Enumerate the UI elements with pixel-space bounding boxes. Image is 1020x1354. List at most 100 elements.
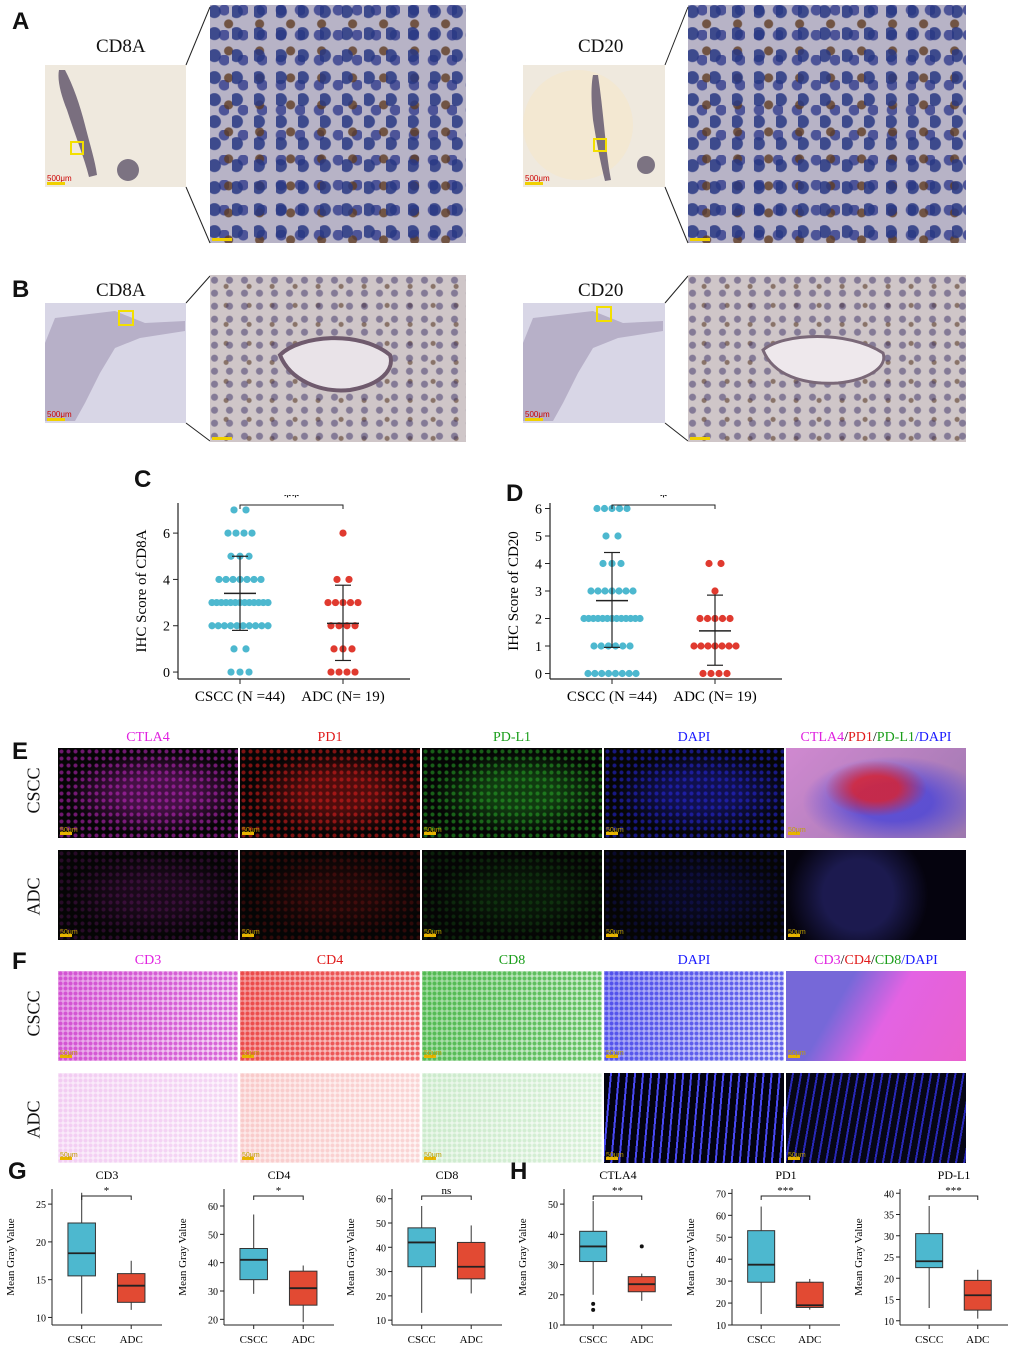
data-point [248, 529, 256, 537]
data-point [208, 622, 216, 630]
y-tick-label: 2 [163, 620, 170, 635]
data-point [623, 504, 631, 513]
data-point [215, 575, 223, 584]
x-tick-label: CSCC [240, 1334, 268, 1346]
if-image: 50μm [58, 1073, 238, 1163]
significance-label: * [660, 495, 668, 506]
if-image: 50μm [604, 1073, 784, 1163]
y-tick-label: 15 [36, 1276, 46, 1287]
data-point [242, 645, 250, 653]
outlier-point [639, 1244, 644, 1249]
if-image: 50μm [786, 971, 966, 1061]
panel-c-letter: C [134, 466, 152, 493]
data-point [232, 529, 240, 537]
scale-label: 50μm [242, 827, 260, 834]
panel-a-letter: A [12, 8, 30, 35]
panel-b-right-zoom [688, 275, 966, 442]
panel-a-left-overview: 500μm [45, 65, 186, 187]
data-point [240, 529, 248, 537]
data-point [615, 504, 624, 513]
data-point [718, 642, 726, 650]
y-tick-label: 20 [884, 1274, 894, 1285]
if-image: 50μm [786, 1073, 966, 1163]
chart-c: 0 2 4 6 IHC Score of CD8A CSCC (N =44) ADC (N=… [134, 495, 410, 705]
box-chart-cd4: CD4 20 30 40 50 60 Mean Gray Value CSCC ADC * [177, 1168, 334, 1346]
significance-bracket [421, 1195, 472, 1200]
y-tick-label: 20 [208, 1315, 218, 1326]
panel-b-right-tissue [523, 311, 663, 421]
data-point [707, 669, 715, 678]
x-tick-label: ADC [460, 1334, 483, 1346]
scale-bar [424, 832, 436, 835]
scale-bar [788, 832, 800, 835]
data-point [593, 504, 601, 513]
y-tick-label: 4 [163, 573, 170, 588]
data-point [614, 532, 622, 540]
data-point [591, 669, 599, 678]
data-point [725, 642, 733, 650]
scale-bar [60, 832, 72, 835]
x-tick-label: CSCC [747, 1334, 775, 1346]
y-tick-label: 20 [548, 1291, 558, 1302]
box-chart-ctla4: CTLA4 10 20 30 40 50 Mean Gray Value CSCC ADC ** [517, 1168, 672, 1346]
data-point [632, 669, 640, 678]
if-image: 50μm [786, 748, 966, 838]
panel-b-left-zoom [210, 275, 466, 442]
x-tick-label: ADC [966, 1334, 989, 1346]
data-point [618, 669, 626, 678]
y-tick-label: 4 [535, 558, 542, 573]
y-tick-label: 50 [208, 1230, 218, 1241]
data-point [636, 614, 644, 623]
merge-label-part: / [872, 730, 877, 745]
data-point [697, 642, 705, 650]
data-point [602, 532, 610, 540]
significance-label: * [104, 1185, 110, 1197]
row-label: CSCC [23, 767, 44, 814]
vessel [761, 335, 886, 385]
y-axis-label: Mean Gray Value [177, 1218, 189, 1295]
data-point [617, 559, 625, 568]
panel-a-left-zoom [210, 5, 466, 243]
significance-bracket [239, 504, 344, 509]
data-point [233, 622, 241, 630]
scale-label: 50μm [606, 1050, 624, 1057]
scale-label: 500μm [47, 410, 72, 419]
panel-a-right-tissue [523, 70, 655, 181]
roi-box [118, 310, 134, 326]
data-point [732, 642, 740, 650]
scale-label: 50μm [788, 1152, 806, 1159]
significance-label: ** [612, 1185, 623, 1197]
y-tick-label: 10 [36, 1313, 46, 1324]
significance-bracket [81, 1195, 132, 1200]
scale-bar [690, 238, 710, 241]
panel-b-left-overview: 500μm [45, 303, 186, 423]
merge-label-part: / [844, 730, 848, 745]
y-tick-label: 2 [535, 613, 542, 628]
merge-label-part: /DAPI [914, 730, 952, 745]
panel-a-right-zoom [688, 5, 966, 243]
chart-title: CD4 [268, 1168, 291, 1182]
y-tick-label: 10 [376, 1316, 386, 1327]
merge-label-part: PD-L1 [876, 730, 915, 745]
y-axis-label: IHC Score of CD20 [506, 531, 522, 651]
scale-label: 50μm [424, 929, 442, 936]
box-chart-cd8: CD8 10 20 30 40 50 60 Mean Gray Value CSCC ADC ns [345, 1168, 502, 1346]
box [747, 1230, 776, 1283]
chart-d: 0 1 2 3 4 5 6 IHC Score of CD20 CSCC (N =44) ADC … [506, 495, 782, 705]
y-tick-label: 60 [208, 1202, 218, 1213]
y-tick-label: 20 [36, 1238, 46, 1249]
data-point [625, 669, 633, 678]
merge-label-part: / [840, 953, 845, 968]
data-point [601, 587, 609, 595]
data-point [331, 598, 340, 607]
data-point [251, 622, 260, 630]
scale-bar [788, 934, 800, 937]
data-point [324, 598, 332, 607]
data-point [626, 642, 634, 650]
data-point [245, 622, 253, 630]
data-point [227, 552, 235, 560]
data-point [222, 575, 230, 584]
data-point [227, 668, 235, 676]
data-point [717, 559, 725, 568]
y-tick-label: 40 [208, 1259, 218, 1270]
